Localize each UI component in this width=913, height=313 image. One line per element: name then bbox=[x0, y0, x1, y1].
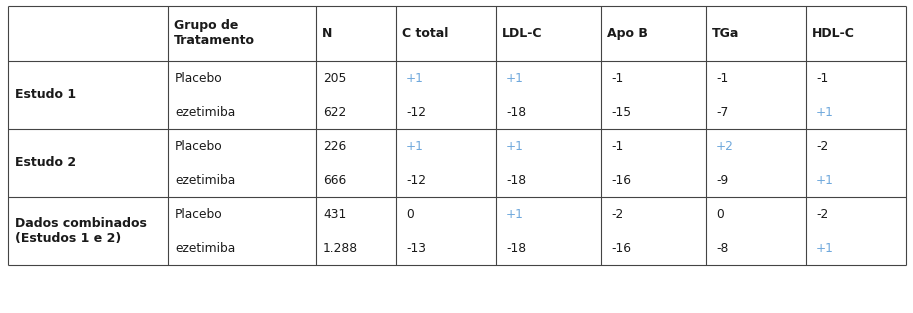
Text: 622: 622 bbox=[323, 105, 346, 119]
Text: -18: -18 bbox=[506, 105, 526, 119]
Text: 205: 205 bbox=[323, 71, 346, 85]
Text: Placebo: Placebo bbox=[175, 208, 223, 220]
Text: -13: -13 bbox=[406, 242, 426, 254]
Text: ezetimiba: ezetimiba bbox=[175, 173, 236, 187]
Text: +1: +1 bbox=[506, 71, 524, 85]
Text: HDL-C: HDL-C bbox=[812, 27, 855, 40]
Text: Placebo: Placebo bbox=[175, 140, 223, 152]
Text: N: N bbox=[322, 27, 332, 40]
Text: C total: C total bbox=[402, 27, 448, 40]
Text: 0: 0 bbox=[406, 208, 414, 220]
Text: +1: +1 bbox=[816, 105, 834, 119]
Text: Estudo 1: Estudo 1 bbox=[15, 89, 76, 101]
Text: -16: -16 bbox=[611, 242, 631, 254]
Text: 0: 0 bbox=[716, 208, 724, 220]
Text: -2: -2 bbox=[816, 208, 828, 220]
Text: +1: +1 bbox=[406, 140, 424, 152]
Text: +1: +1 bbox=[816, 173, 834, 187]
Text: -18: -18 bbox=[506, 173, 526, 187]
Text: Apo B: Apo B bbox=[607, 27, 648, 40]
Text: +1: +1 bbox=[506, 140, 524, 152]
Text: -9: -9 bbox=[716, 173, 729, 187]
Text: Estudo 2: Estudo 2 bbox=[15, 156, 76, 170]
Text: -12: -12 bbox=[406, 105, 426, 119]
Text: -1: -1 bbox=[611, 140, 624, 152]
Text: ezetimiba: ezetimiba bbox=[175, 105, 236, 119]
Text: -7: -7 bbox=[716, 105, 729, 119]
Text: -1: -1 bbox=[816, 71, 828, 85]
Text: ezetimiba: ezetimiba bbox=[175, 242, 236, 254]
Text: -1: -1 bbox=[716, 71, 729, 85]
Text: +1: +1 bbox=[506, 208, 524, 220]
Text: -2: -2 bbox=[816, 140, 828, 152]
Text: -18: -18 bbox=[506, 242, 526, 254]
Text: 1.288: 1.288 bbox=[323, 242, 358, 254]
Text: 226: 226 bbox=[323, 140, 346, 152]
Text: 431: 431 bbox=[323, 208, 346, 220]
Text: 666: 666 bbox=[323, 173, 346, 187]
Text: +2: +2 bbox=[716, 140, 734, 152]
Text: -16: -16 bbox=[611, 173, 631, 187]
Text: -1: -1 bbox=[611, 71, 624, 85]
Text: +1: +1 bbox=[816, 242, 834, 254]
Text: -12: -12 bbox=[406, 173, 426, 187]
Text: LDL-C: LDL-C bbox=[502, 27, 542, 40]
Text: Placebo: Placebo bbox=[175, 71, 223, 85]
Text: -15: -15 bbox=[611, 105, 631, 119]
Text: +1: +1 bbox=[406, 71, 424, 85]
Text: -2: -2 bbox=[611, 208, 624, 220]
Text: TGa: TGa bbox=[712, 27, 740, 40]
Text: Dados combinados
(Estudos 1 e 2): Dados combinados (Estudos 1 e 2) bbox=[15, 217, 147, 245]
Text: -8: -8 bbox=[716, 242, 729, 254]
Text: Grupo de
Tratamento: Grupo de Tratamento bbox=[174, 19, 255, 48]
